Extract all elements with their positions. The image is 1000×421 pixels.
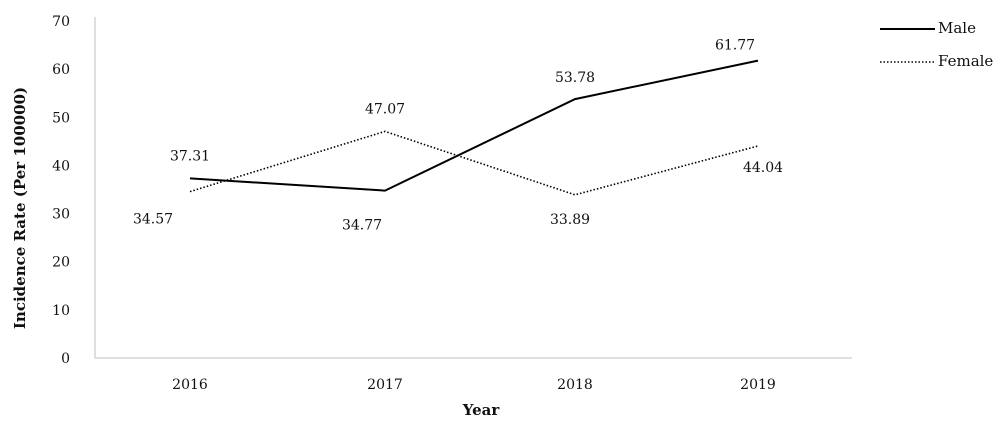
x-tick-label: 2016 (172, 377, 208, 393)
y-tick-label: 50 (52, 110, 70, 126)
legend: Male Female (880, 19, 993, 70)
series-line-female (189, 130, 759, 196)
y-tick-label: 60 (52, 62, 70, 78)
data-label-male: 37.31 (170, 148, 210, 164)
x-tick-label: 2018 (557, 377, 593, 393)
data-label-male: 61.77 (715, 38, 755, 54)
y-tick-label: 20 (52, 255, 70, 271)
x-axis: 2016 2017 2018 2019 (95, 357, 852, 393)
data-label-female: 44.04 (743, 160, 783, 176)
series-line-male (189, 59, 759, 192)
x-tick-label: 2019 (740, 377, 776, 393)
y-tick-label: 10 (52, 303, 70, 319)
x-tick-label: 2017 (367, 377, 403, 393)
legend-label-female: Female (938, 52, 993, 70)
y-tick-label: 40 (52, 158, 70, 174)
data-label-female: 34.57 (133, 212, 173, 228)
y-tick-label: 70 (52, 14, 70, 30)
data-label-female: 47.07 (365, 101, 405, 117)
y-tick-label: 30 (52, 207, 70, 223)
series-layer (189, 59, 759, 196)
x-axis-title: Year (462, 401, 501, 419)
data-label-male: 53.78 (555, 70, 595, 86)
y-axis: 0 10 20 30 40 50 60 70 (52, 14, 96, 367)
data-label-female: 33.89 (550, 212, 590, 228)
legend-label-male: Male (938, 19, 976, 37)
data-label-male: 34.77 (342, 218, 382, 234)
data-labels: 37.31 34.77 53.78 61.77 34.57 47.07 33.89 44.04 (133, 38, 783, 234)
y-axis-title: Incidence Rate (Per 100000) (11, 87, 29, 329)
y-tick-label: 0 (61, 351, 70, 367)
